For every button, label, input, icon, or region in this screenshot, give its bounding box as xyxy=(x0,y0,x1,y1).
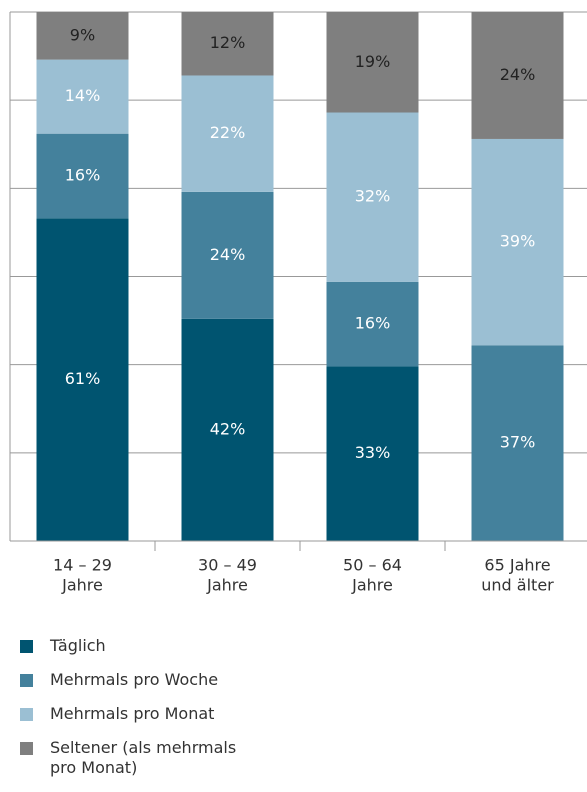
legend-swatch xyxy=(20,708,33,721)
bar-segment xyxy=(471,138,564,346)
value-label: 24% xyxy=(500,65,536,84)
legend-label: Mehrmals pro Woche xyxy=(50,670,219,689)
value-label: 16% xyxy=(65,165,101,184)
bar-segment xyxy=(181,191,274,319)
legend-item: Mehrmals pro Woche xyxy=(20,670,280,690)
value-label: 19% xyxy=(355,52,391,71)
value-label: 32% xyxy=(355,187,391,206)
value-label: 42% xyxy=(210,419,246,438)
legend-item: Mehrmals pro Monat xyxy=(20,704,280,724)
bar-segment xyxy=(181,75,274,192)
legend-item: Seltener (als mehrmals pro Monat) xyxy=(20,738,280,778)
x-tick-label: Jahre xyxy=(61,576,103,595)
legend-label: Täglich xyxy=(50,636,106,655)
bar-segment xyxy=(181,318,274,541)
legend: Täglich Mehrmals pro Woche Mehrmals pro Mo… xyxy=(20,636,280,792)
value-label: 33% xyxy=(355,443,391,462)
value-label: 12% xyxy=(210,33,246,52)
legend-swatch xyxy=(20,674,33,687)
value-label: 24% xyxy=(210,245,246,264)
bar-segment xyxy=(181,12,274,76)
legend-swatch xyxy=(20,742,33,755)
x-tick-label: 65 Jahre xyxy=(484,556,550,575)
value-label: 9% xyxy=(70,25,95,44)
value-label: 37% xyxy=(500,433,536,452)
x-tick-label: 14 – 29 xyxy=(53,556,112,575)
bar-segment xyxy=(36,59,129,134)
x-tick-label: 50 – 64 xyxy=(343,556,402,575)
bar-segment xyxy=(326,112,419,282)
value-label: 22% xyxy=(210,123,246,142)
legend-item: Täglich xyxy=(20,636,280,656)
x-tick-label: und älter xyxy=(481,576,554,595)
bar-segment xyxy=(326,281,419,367)
bar-segment xyxy=(326,12,419,113)
x-tick-label: Jahre xyxy=(206,576,248,595)
bar-segment xyxy=(36,12,129,60)
value-label: 61% xyxy=(65,369,101,388)
legend-label: Mehrmals pro Monat xyxy=(50,704,215,723)
x-tick-label: 30 – 49 xyxy=(198,556,257,575)
bar-segment xyxy=(36,218,129,541)
x-tick-label: Jahre xyxy=(351,576,393,595)
bar-segment xyxy=(471,345,564,541)
value-label: 39% xyxy=(500,232,536,251)
legend-label: Seltener (als mehrmals pro Monat) xyxy=(50,738,237,777)
bar-segment xyxy=(36,133,129,219)
bar-segment xyxy=(326,366,419,541)
value-label: 14% xyxy=(65,86,101,105)
bar-segment xyxy=(471,12,564,139)
value-label: 16% xyxy=(355,314,391,333)
legend-swatch xyxy=(20,640,33,653)
